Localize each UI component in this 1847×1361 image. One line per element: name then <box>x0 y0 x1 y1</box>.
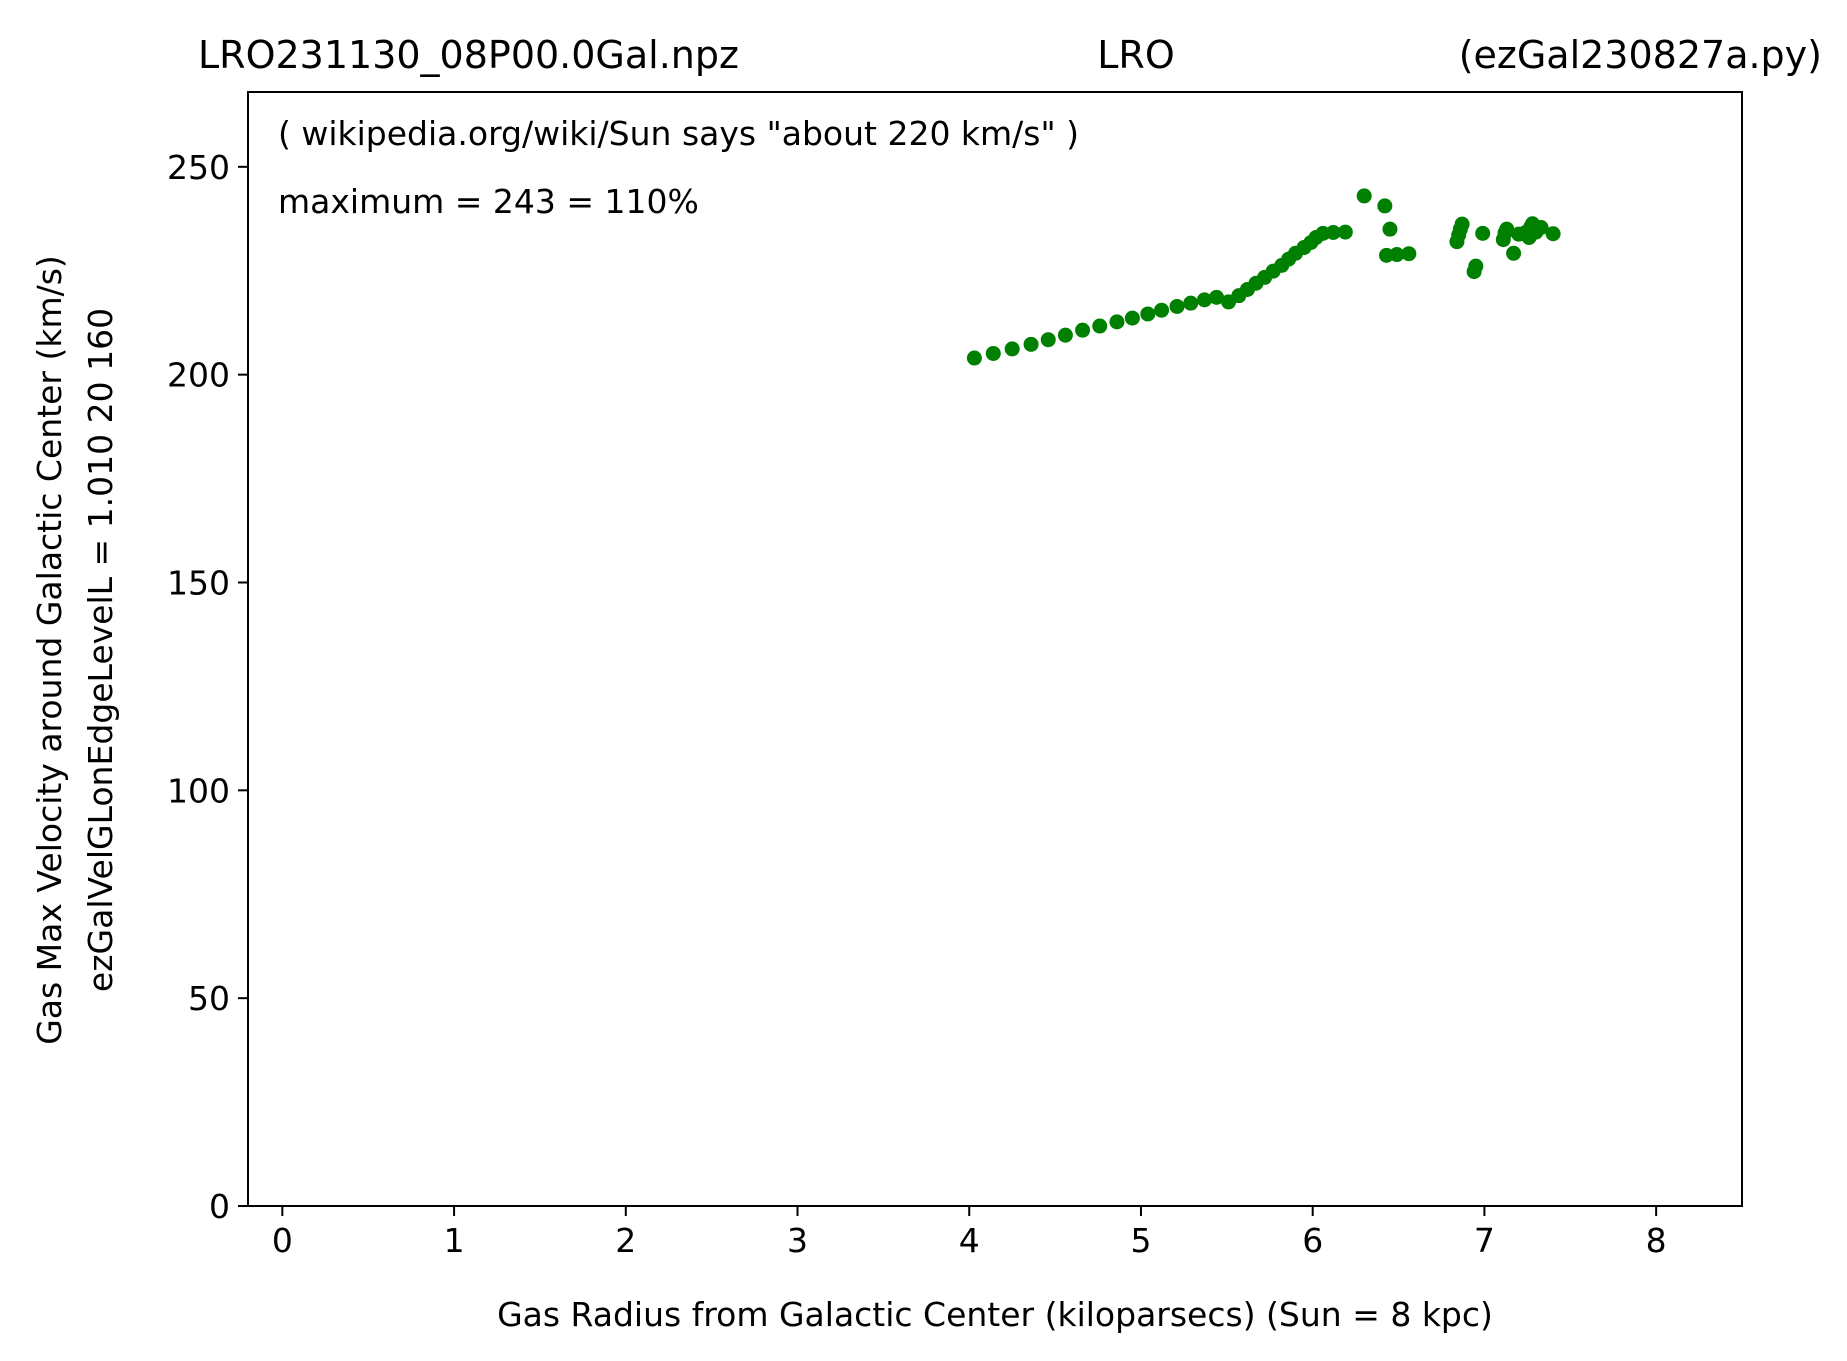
data-point <box>1004 341 1020 357</box>
chart-title-left: LRO231130_08P00.0Gal.npz <box>198 33 739 77</box>
x-tick-label: 6 <box>1302 1221 1323 1260</box>
x-axis: 0 1 2 3 4 5 6 7 8 <box>272 1206 1667 1260</box>
chart-title-center: LRO <box>1097 33 1174 77</box>
data-point <box>1040 332 1056 348</box>
data-point <box>1325 224 1341 240</box>
data-point <box>1169 298 1185 314</box>
x-tick-label: 4 <box>959 1221 980 1260</box>
x-tick-label: 2 <box>615 1221 636 1260</box>
y-axis-label-line2: ezGalVelGLonEdgeLevelL = 1.010 20 160 <box>81 308 120 992</box>
y-tick-label: 250 <box>167 148 230 187</box>
data-point <box>966 350 982 366</box>
y-tick-label: 0 <box>209 1187 230 1226</box>
data-point <box>1545 226 1561 242</box>
chart-title-right: (ezGal230827a.py) <box>1459 33 1822 77</box>
x-tick-label: 3 <box>787 1221 808 1260</box>
data-point <box>1209 289 1225 305</box>
data-point <box>1154 302 1170 318</box>
data-point <box>1337 224 1353 240</box>
x-tick-label: 1 <box>444 1221 465 1260</box>
y-axis: 0 50 100 150 200 250 <box>167 148 248 1226</box>
data-point <box>1499 221 1515 237</box>
plot-area <box>966 188 1561 366</box>
data-point <box>1468 258 1484 274</box>
data-point <box>1475 225 1491 241</box>
y-axis-label-line1: Gas Max Velocity around Galactic Center … <box>30 255 69 1045</box>
y-tick-label: 50 <box>188 979 230 1018</box>
data-point <box>985 345 1001 361</box>
y-tick-label: 150 <box>167 563 230 602</box>
data-point <box>1401 246 1417 262</box>
x-tick-label: 5 <box>1130 1221 1151 1260</box>
data-point <box>1389 247 1405 263</box>
data-point <box>1533 220 1549 236</box>
x-tick-label: 8 <box>1646 1221 1667 1260</box>
x-tick-label: 0 <box>272 1221 293 1260</box>
data-point <box>1356 188 1372 204</box>
y-tick-label: 200 <box>167 356 230 395</box>
data-point <box>1075 322 1091 338</box>
data-point <box>1092 318 1108 334</box>
y-tick-label: 100 <box>167 771 230 810</box>
x-axis-label: Gas Radius from Galactic Center (kilopar… <box>497 1295 1493 1334</box>
data-point <box>1454 216 1470 232</box>
data-point <box>1124 310 1140 326</box>
plot-frame <box>247 91 1743 1207</box>
data-point <box>1057 327 1073 343</box>
data-point <box>1023 336 1039 352</box>
data-point <box>1197 292 1213 308</box>
data-point <box>1506 245 1522 261</box>
data-point <box>1377 198 1393 214</box>
data-point <box>1109 314 1125 330</box>
data-point <box>1382 221 1398 237</box>
annotation-wikipedia: ( wikipedia.org/wiki/Sun says "about 220… <box>278 114 1079 153</box>
data-point <box>1183 295 1199 311</box>
annotation-maximum: maximum = 243 = 110% <box>278 182 699 221</box>
data-point <box>1140 306 1156 322</box>
x-tick-label: 7 <box>1474 1221 1495 1260</box>
